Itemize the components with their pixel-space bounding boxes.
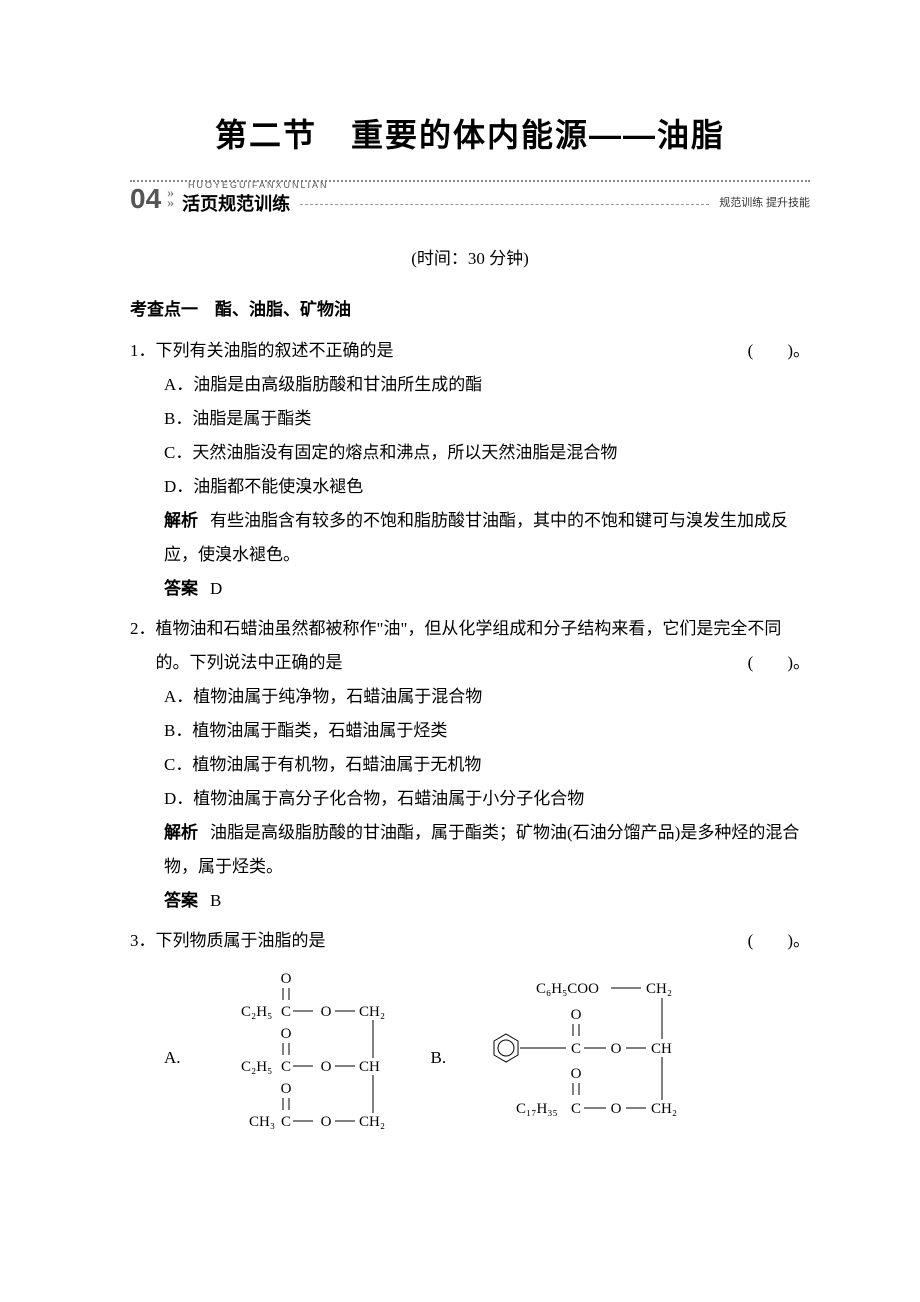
answer-value: B	[210, 891, 221, 910]
svg-text:O: O	[611, 1041, 622, 1057]
svg-text:C: C	[571, 1041, 581, 1057]
svg-text:O: O	[280, 1081, 291, 1097]
svg-text:C: C	[281, 1004, 291, 1020]
svg-text:C₂H₅: C₂H₅	[241, 1059, 272, 1075]
svg-text:C: C	[281, 1059, 291, 1075]
explanation: 解析油脂是高级脂肪酸的甘油酯，属于酯类；矿物油(石油分馏产品)是多种烃的混合物，…	[130, 816, 810, 884]
svg-text:O: O	[280, 971, 291, 987]
svg-text:C₂H₅: C₂H₅	[241, 1004, 272, 1020]
answer: 答案 D	[130, 572, 810, 606]
svg-text:CH: CH	[651, 1041, 672, 1057]
answer-label: 答案	[164, 891, 198, 910]
option-b: B．油脂是属于酯类	[164, 402, 810, 436]
svg-text:CH₂: CH₂	[359, 1004, 385, 1020]
svg-text:O: O	[611, 1101, 622, 1117]
answer-blank: ( )。	[748, 646, 810, 680]
question-stem: 下列物质属于油脂的是	[156, 924, 728, 958]
option-b-label: B.	[431, 1041, 447, 1075]
topic-heading: 考查点一 酯、油脂、矿物油	[130, 295, 810, 320]
answer-blank: ( )。	[748, 334, 810, 368]
banner-label: 活页规范训练	[182, 190, 290, 216]
explain-label: 解析	[164, 823, 198, 842]
banner-subtitle: 规范训练 提升技能	[719, 194, 810, 210]
svg-text:CH₂: CH₂	[359, 1114, 385, 1130]
svg-text:CH: CH	[359, 1059, 380, 1075]
svg-text:O: O	[320, 1114, 331, 1130]
chemical-structures: A. O C₂H₅ C O CH₂ O C₂H₅ C O CH O CH₃ C O C…	[130, 968, 810, 1148]
explain-text: 油脂是高级脂肪酸的甘油酯，属于酯类；矿物油(石油分馏产品)是多种烃的混合物，属于…	[164, 823, 799, 876]
chevron-right-icon: »»	[167, 189, 174, 209]
svg-text:C₆H₅COO: C₆H₅COO	[536, 981, 599, 997]
page-title: 第二节 重要的体内能源——油脂	[130, 110, 810, 156]
option-a-label: A.	[164, 1041, 181, 1075]
svg-text:C: C	[281, 1114, 291, 1130]
svg-text:O: O	[571, 1007, 582, 1023]
banner-number: 04	[130, 185, 161, 213]
question-number: 3．	[130, 924, 156, 958]
option-d: D．油脂都不能使溴水褪色	[164, 470, 810, 504]
svg-text:CH₂: CH₂	[646, 981, 672, 997]
option-c: C．天然油脂没有固定的熔点和沸点，所以天然油脂是混合物	[164, 436, 810, 470]
answer-value: D	[210, 579, 222, 598]
svg-text:O: O	[571, 1066, 582, 1082]
question-3: 3． 下列物质属于油脂的是 ( )。 A. O C₂H₅ C O CH₂ O C₂…	[130, 924, 810, 1148]
explain-text: 有些油脂含有较多的不饱和脂肪酸甘油酯，其中的不饱和键可与溴发生加成反应，使溴水褪…	[164, 511, 788, 564]
option-d: D．植物油属于高分子化合物，石蜡油属于小分子化合物	[164, 782, 810, 816]
svg-text:CH₂: CH₂	[651, 1101, 677, 1117]
banner-divider	[300, 204, 709, 205]
banner-pinyin: HUOYEGUIFANXUNLIAN	[188, 180, 329, 190]
explain-label: 解析	[164, 511, 198, 530]
svg-text:O: O	[320, 1059, 331, 1075]
question-number: 2．	[130, 612, 156, 680]
answer: 答案 B	[130, 884, 810, 918]
section-banner: 04 »» HUOYEGUIFANXUNLIAN 活页规范训练 规范训练 提升技…	[130, 180, 810, 216]
svg-text:C₁₇H₃₅: C₁₇H₃₅	[516, 1101, 558, 1117]
question-stem: 植物油和石蜡油虽然都被称作"油"，但从化学组成和分子结构来看，它们是完全不同的。…	[156, 612, 811, 680]
svg-text:CH₃: CH₃	[249, 1114, 275, 1130]
svg-text:O: O	[320, 1004, 331, 1020]
svg-text:C: C	[571, 1101, 581, 1117]
question-number: 1．	[130, 334, 156, 368]
question-2: 2． 植物油和石蜡油虽然都被称作"油"，但从化学组成和分子结构来看，它们是完全不…	[130, 612, 810, 918]
answer-label: 答案	[164, 579, 198, 598]
structure-b: C₆H₅COO CH₂ O C O CH O C₁₇H₃₅ C O CH₂	[466, 973, 726, 1143]
answer-blank: ( )。	[748, 924, 810, 958]
question-1: 1． 下列有关油脂的叙述不正确的是 ( )。 A．油脂是由高级脂肪酸和甘油所生成…	[130, 334, 810, 606]
option-c: C．植物油属于有机物，石蜡油属于无机物	[164, 748, 810, 782]
time-limit: (时间：30 分钟)	[130, 244, 810, 269]
svg-text:O: O	[280, 1026, 291, 1042]
option-b: B．植物油属于酯类，石蜡油属于烃类	[164, 714, 810, 748]
option-a: A．植物油属于纯净物，石蜡油属于混合物	[164, 680, 810, 714]
structure-a: O C₂H₅ C O CH₂ O C₂H₅ C O CH O CH₃ C O CH₂	[201, 968, 411, 1148]
explanation: 解析有些油脂含有较多的不饱和脂肪酸甘油酯，其中的不饱和键可与溴发生加成反应，使溴…	[130, 504, 810, 572]
stem-text: 植物油和石蜡油虽然都被称作"油"，但从化学组成和分子结构来看，它们是完全不同的。…	[156, 619, 782, 672]
option-a: A．油脂是由高级脂肪酸和甘油所生成的酯	[164, 368, 810, 402]
question-stem: 下列有关油脂的叙述不正确的是	[156, 334, 728, 368]
